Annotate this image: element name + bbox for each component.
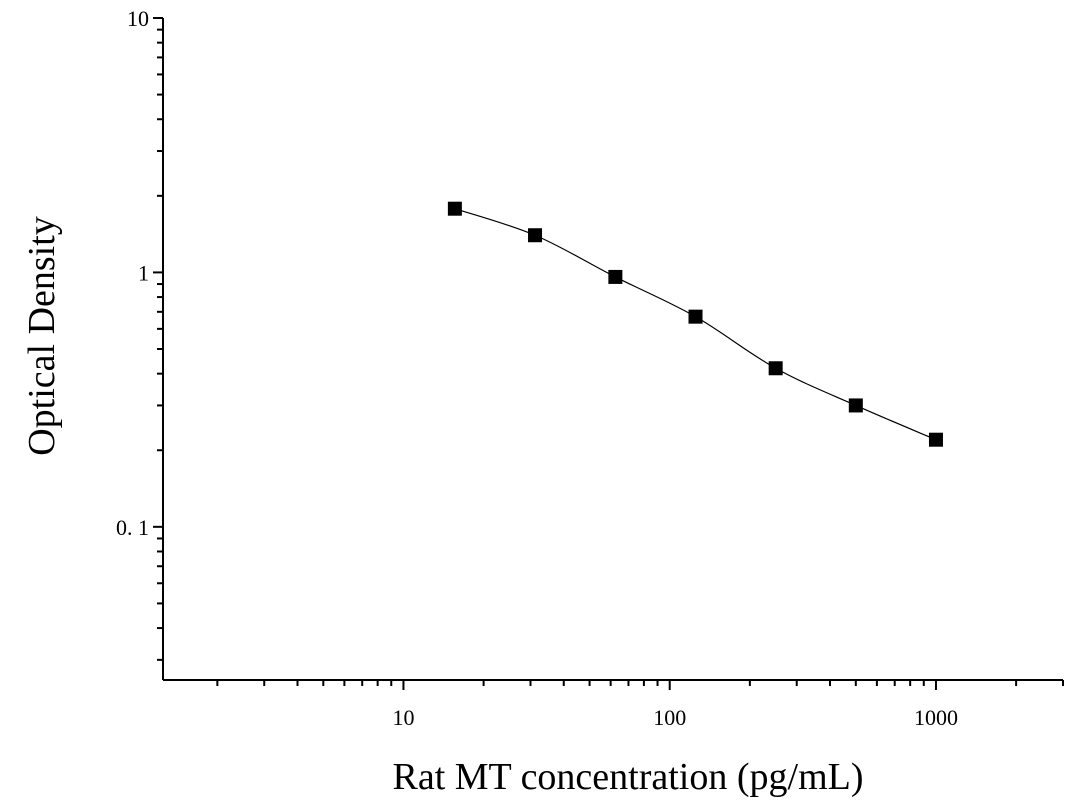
data-point-2 <box>528 228 543 243</box>
data-point-7 <box>928 432 943 447</box>
y-tick-label: 0. 1 <box>116 515 149 540</box>
data-point-6 <box>848 398 863 413</box>
y-axis-title: Optical Density <box>21 216 63 456</box>
y-axis-ticks: 0. 1 1 10 <box>116 6 163 661</box>
x-axis-title: Rat MT concentration (pg/mL) <box>392 756 863 798</box>
x-tick-label: 10 <box>392 705 414 730</box>
x-tick-label: 1000 <box>914 705 958 730</box>
fit-curve <box>454 208 937 441</box>
data-point-1 <box>447 201 462 216</box>
fit-curve-layer <box>454 208 937 441</box>
y-tick-label: 1 <box>138 260 149 285</box>
x-tick-label: 100 <box>653 705 686 730</box>
data-point-4 <box>688 309 703 324</box>
data-point-5 <box>768 361 783 376</box>
data-point-3 <box>608 269 623 284</box>
axes <box>162 18 1063 681</box>
data-points <box>447 201 943 447</box>
y-tick-label: 10 <box>127 6 149 31</box>
x-axis-ticks: 10100100010000 <box>216 680 1064 730</box>
